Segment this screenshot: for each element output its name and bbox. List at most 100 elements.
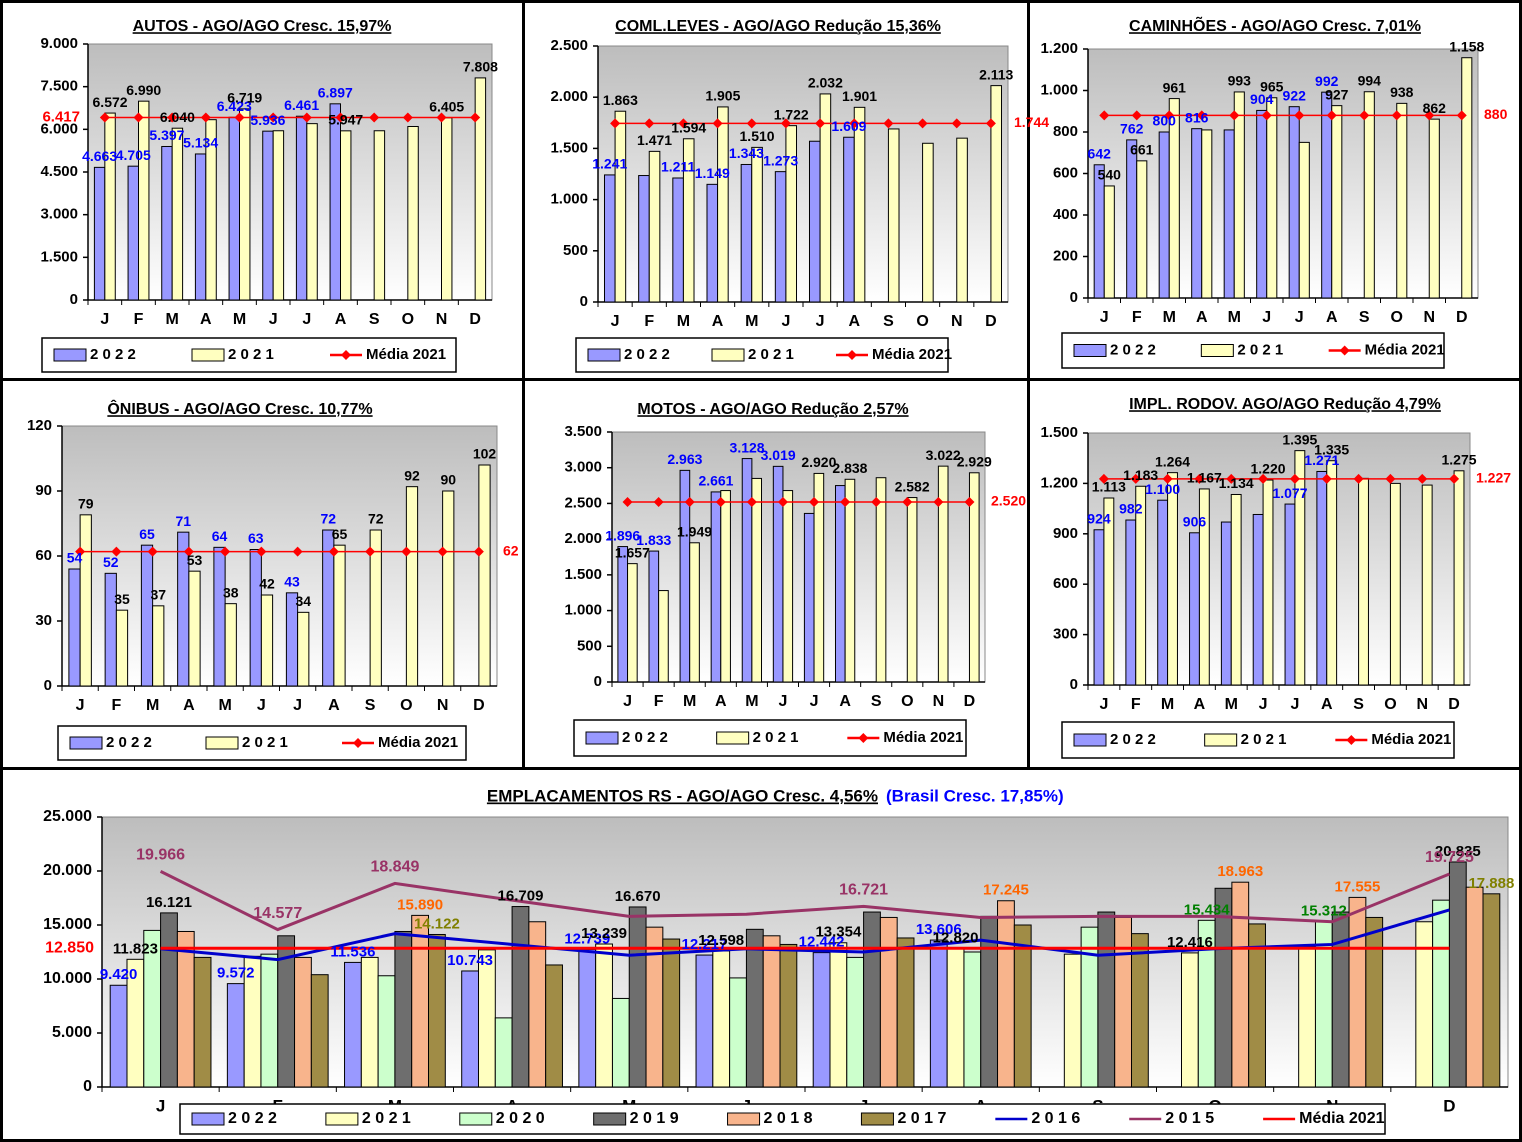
bar — [1013, 924, 1032, 1088]
bar — [1231, 881, 1250, 1088]
data-label: 2.113 — [979, 66, 1013, 82]
line-marker — [1098, 473, 1109, 484]
x-tick-label: F — [654, 693, 664, 710]
line-marker — [1099, 110, 1110, 121]
bar — [1421, 484, 1433, 686]
bar — [474, 77, 487, 301]
legend-swatch — [353, 738, 363, 748]
line-marker — [849, 118, 860, 129]
bar — [176, 930, 195, 1088]
bar — [1103, 185, 1115, 299]
bar — [329, 103, 341, 301]
legend-label: Média 2021 — [883, 729, 963, 746]
bar — [1461, 57, 1473, 299]
line-marker — [883, 118, 894, 129]
y-tick-label: 500 — [577, 637, 602, 654]
y-tick-label: 0 — [70, 291, 78, 308]
data-label: 1.167 — [1187, 470, 1222, 486]
x-tick-label: S — [871, 693, 882, 710]
bar — [1157, 499, 1169, 686]
x-tick-label: O — [402, 311, 414, 328]
legend-label: Média 2021 — [1299, 1110, 1384, 1127]
data-label: 1.241 — [592, 156, 627, 172]
bar — [937, 465, 949, 683]
bar — [1252, 513, 1264, 686]
line-marker — [1130, 473, 1141, 484]
x-tick-label: J — [293, 697, 302, 714]
data-label: 1.077 — [1272, 485, 1307, 501]
data-label: 15.434 — [1184, 901, 1231, 918]
data-label: 16.721 — [839, 882, 888, 899]
line-marker — [301, 112, 312, 123]
bar — [138, 100, 150, 301]
y-tick-label: 4.500 — [40, 163, 78, 180]
legend-swatch — [585, 731, 619, 745]
data-label: 54 — [67, 550, 83, 566]
data-label: 10.743 — [447, 952, 493, 969]
data-label: 65 — [332, 526, 348, 542]
legend-swatch — [1200, 344, 1234, 357]
y-tick-label: 200 — [1053, 247, 1078, 264]
line-marker — [1456, 110, 1467, 121]
x-tick-label: M — [146, 697, 159, 714]
data-label: 11.536 — [330, 943, 375, 960]
x-tick-label: M — [677, 313, 690, 330]
line-marker — [809, 497, 820, 507]
x-tick-label: J — [623, 693, 632, 710]
data-label: 800 — [1153, 113, 1177, 129]
bar — [834, 485, 846, 683]
line-marker — [1359, 110, 1370, 121]
bar — [922, 142, 934, 303]
bar — [611, 997, 630, 1088]
bar — [745, 928, 764, 1088]
data-label: 961 — [1163, 79, 1187, 95]
y-tick-label: 800 — [1053, 123, 1078, 140]
x-tick-label: D — [1448, 696, 1460, 713]
bar — [1432, 899, 1450, 1088]
line-marker — [220, 546, 231, 557]
bar — [1136, 160, 1148, 299]
data-label: 1.271 — [1304, 452, 1339, 468]
x-tick-label: M — [218, 697, 231, 714]
data-label: 13.239 — [581, 925, 627, 942]
data-label: 12.850 — [45, 939, 94, 956]
data-label: 2.929 — [957, 453, 992, 469]
legend-label: 2 0 2 1 — [748, 346, 794, 363]
x-tick-label: M — [1163, 309, 1176, 326]
line-marker — [840, 497, 851, 507]
y-tick-label: 0 — [1070, 289, 1078, 306]
line-marker — [1261, 110, 1272, 121]
bar — [740, 163, 753, 303]
legend-swatch — [205, 736, 239, 750]
bar — [1168, 98, 1180, 299]
bar — [1114, 916, 1133, 1088]
bar — [844, 478, 856, 683]
line-marker — [951, 118, 962, 129]
x-tick-label: F — [644, 313, 654, 330]
bar — [1266, 97, 1278, 299]
data-label: 762 — [1120, 121, 1144, 137]
line-marker — [1162, 473, 1173, 484]
data-label: 72 — [320, 511, 336, 527]
data-label: 6.417 — [42, 108, 80, 125]
line-marker — [133, 112, 144, 123]
data-label: 1.275 — [1441, 452, 1476, 468]
bar — [803, 512, 815, 683]
bar — [812, 952, 831, 1088]
bar — [109, 984, 128, 1088]
legend-label: 2 0 2 1 — [362, 1110, 411, 1127]
bar — [428, 933, 446, 1088]
data-label: 982 — [1119, 501, 1143, 517]
bar — [1321, 91, 1333, 299]
x-tick-label: J — [269, 311, 278, 328]
bar — [782, 490, 794, 683]
y-tick-label: 1.500 — [550, 139, 588, 156]
line-marker — [610, 118, 621, 129]
y-tick-label: 1.500 — [564, 566, 602, 583]
legend-box — [1061, 332, 1445, 369]
data-label: 17.555 — [1334, 878, 1380, 895]
y-tick-label: 2.500 — [550, 37, 588, 54]
x-tick-label: S — [365, 697, 376, 714]
x-tick-label: A — [712, 313, 724, 330]
data-label: 880 — [1484, 106, 1508, 122]
